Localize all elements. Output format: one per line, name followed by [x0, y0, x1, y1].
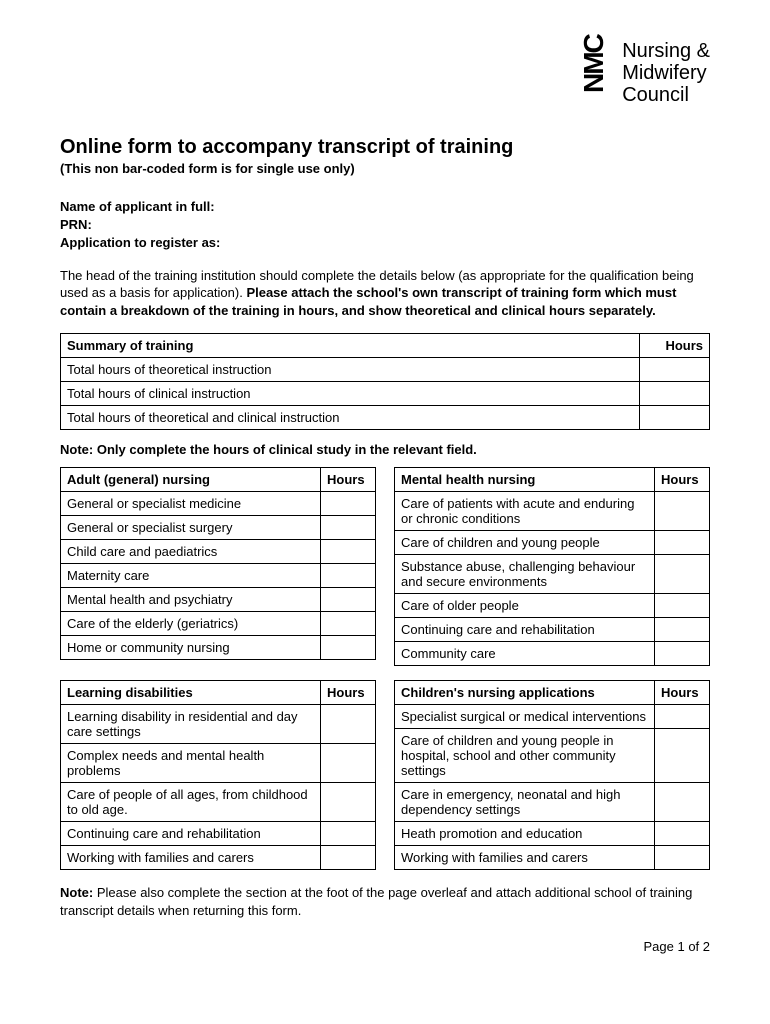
- intro-paragraph: The head of the training institution sho…: [60, 267, 710, 320]
- table-row: Specialist surgical or medical intervent…: [395, 705, 655, 729]
- table-row: Maternity care: [61, 564, 321, 588]
- table-row: Heath promotion and education: [395, 822, 655, 846]
- logo-text: Nursing & Midwifery Council: [622, 40, 710, 106]
- logo-line3: Council: [622, 84, 710, 106]
- hours-cell[interactable]: [655, 846, 710, 870]
- hours-cell[interactable]: [655, 555, 710, 594]
- table-row: General or specialist surgery: [61, 516, 321, 540]
- page-number: Page 1 of 2: [60, 939, 710, 954]
- childrens-nursing-table: Children's nursing applicationsHours Spe…: [394, 680, 710, 870]
- hours-header: Hours: [655, 681, 710, 705]
- hours-cell[interactable]: [655, 618, 710, 642]
- table-row: Mental health and psychiatry: [61, 588, 321, 612]
- hours-header: Hours: [321, 681, 376, 705]
- table-row: Working with families and carers: [395, 846, 655, 870]
- hours-cell[interactable]: [321, 783, 376, 822]
- table-row: Care of older people: [395, 594, 655, 618]
- summary-row: Total hours of theoretical and clinical …: [61, 406, 640, 430]
- hours-cell[interactable]: [655, 492, 710, 531]
- table-row: Complex needs and mental health problems: [61, 744, 321, 783]
- table-header: Adult (general) nursing: [61, 468, 321, 492]
- table-row: Continuing care and rehabilitation: [395, 618, 655, 642]
- hours-cell[interactable]: [321, 564, 376, 588]
- table-row: Care of children and young people in hos…: [395, 729, 655, 783]
- table-row: Community care: [395, 642, 655, 666]
- table-row: Care of people of all ages, from childho…: [61, 783, 321, 822]
- summary-table: Summary of training Hours Total hours of…: [60, 333, 710, 430]
- page-title: Online form to accompany transcript of t…: [60, 136, 710, 159]
- summary-header-right: Hours: [640, 334, 710, 358]
- table-row: Working with families and carers: [61, 846, 321, 870]
- table-row: Continuing care and rehabilitation: [61, 822, 321, 846]
- field-applicant: Name of applicant in full:: [60, 198, 710, 216]
- logo-mark: NMC: [578, 53, 610, 93]
- hours-cell[interactable]: [655, 705, 710, 729]
- logo-line2: Midwifery: [622, 62, 710, 84]
- footer-note-text: Please also complete the section at the …: [60, 885, 692, 918]
- hours-cell[interactable]: [321, 492, 376, 516]
- table-header: Children's nursing applications: [395, 681, 655, 705]
- hours-cell[interactable]: [321, 846, 376, 870]
- footer-note-bold: Note:: [60, 885, 97, 900]
- applicant-fields: Name of applicant in full: PRN: Applicat…: [60, 198, 710, 253]
- hours-header: Hours: [321, 468, 376, 492]
- table-row: Child care and paediatrics: [61, 540, 321, 564]
- learning-disabilities-table: Learning disabilitiesHours Learning disa…: [60, 680, 376, 870]
- summary-row: Total hours of clinical instruction: [61, 382, 640, 406]
- hours-header: Hours: [655, 468, 710, 492]
- hours-cell[interactable]: [321, 588, 376, 612]
- field-register: Application to register as:: [60, 234, 710, 252]
- hours-cell[interactable]: [655, 783, 710, 822]
- table-header: Learning disabilities: [61, 681, 321, 705]
- hours-cell[interactable]: [321, 516, 376, 540]
- table-row: Care of the elderly (geriatrics): [61, 612, 321, 636]
- mental-health-table: Mental health nursingHours Care of patie…: [394, 467, 710, 666]
- table-row: General or specialist medicine: [61, 492, 321, 516]
- footer-note: Note: Please also complete the section a…: [60, 884, 710, 919]
- table-row: Care in emergency, neonatal and high dep…: [395, 783, 655, 822]
- table-row: Care of patients with acute and enduring…: [395, 492, 655, 531]
- field-prn: PRN:: [60, 216, 710, 234]
- table-row: Home or community nursing: [61, 636, 321, 660]
- summary-header-left: Summary of training: [61, 334, 640, 358]
- note-between: Note: Only complete the hours of clinica…: [60, 442, 710, 457]
- table-row: Learning disability in residential and d…: [61, 705, 321, 744]
- table-row: Care of children and young people: [395, 531, 655, 555]
- hours-cell[interactable]: [655, 594, 710, 618]
- block2: Learning disabilitiesHours Learning disa…: [60, 680, 710, 870]
- summary-hours-cell[interactable]: [640, 382, 710, 406]
- subtitle: (This non bar-coded form is for single u…: [60, 161, 710, 176]
- hours-cell[interactable]: [655, 822, 710, 846]
- logo: NMC Nursing & Midwifery Council: [574, 40, 710, 106]
- header-logo: NMC Nursing & Midwifery Council: [60, 40, 710, 106]
- table-row: Substance abuse, challenging behaviour a…: [395, 555, 655, 594]
- logo-line1: Nursing &: [622, 40, 710, 62]
- hours-cell[interactable]: [321, 612, 376, 636]
- hours-cell[interactable]: [321, 636, 376, 660]
- table-header: Mental health nursing: [395, 468, 655, 492]
- summary-row: Total hours of theoretical instruction: [61, 358, 640, 382]
- block1: Adult (general) nursingHours General or …: [60, 467, 710, 666]
- hours-cell[interactable]: [321, 822, 376, 846]
- summary-hours-cell[interactable]: [640, 358, 710, 382]
- adult-nursing-table: Adult (general) nursingHours General or …: [60, 467, 376, 660]
- hours-cell[interactable]: [321, 705, 376, 744]
- hours-cell[interactable]: [655, 729, 710, 783]
- hours-cell[interactable]: [321, 540, 376, 564]
- hours-cell[interactable]: [655, 642, 710, 666]
- hours-cell[interactable]: [321, 744, 376, 783]
- hours-cell[interactable]: [655, 531, 710, 555]
- summary-hours-cell[interactable]: [640, 406, 710, 430]
